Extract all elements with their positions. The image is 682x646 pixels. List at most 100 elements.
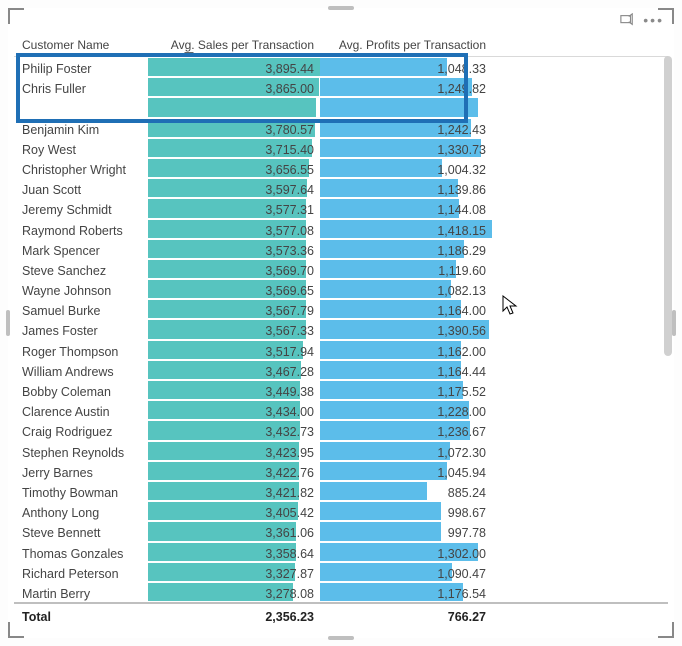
profit-value: 1,162.00 xyxy=(437,345,486,359)
table-row[interactable]: Anthony Long3,405.42998.67 xyxy=(14,501,668,521)
table-row[interactable]: Richard Peterson3,327.871,090.47 xyxy=(14,562,668,582)
cell-customer xyxy=(14,97,148,117)
profit-data-bar xyxy=(320,98,478,116)
table-row[interactable]: Wayne Johnson3,569.651,082.13 xyxy=(14,279,668,299)
table-row[interactable]: Roy West3,715.401,330.73 xyxy=(14,138,668,158)
scrollbar-thumb[interactable] xyxy=(664,56,672,356)
cell-profit: 1,090.47 xyxy=(320,562,492,582)
cell-sales: 3,780.57 xyxy=(148,118,320,138)
profit-data-bar xyxy=(320,58,447,76)
column-header-customer[interactable]: Customer Name xyxy=(14,36,148,54)
cell-profit: 1,418.15 xyxy=(320,219,492,239)
table-row[interactable]: Steve Sanchez3,569.701,119.60 xyxy=(14,259,668,279)
cell-profit: 1,175.52 xyxy=(320,380,492,400)
table-row[interactable]: James Foster3,567.331,390.56 xyxy=(14,319,668,339)
profit-data-bar xyxy=(320,563,452,581)
profit-value: 1,139.86 xyxy=(437,183,486,197)
column-header-sales[interactable]: Avg. Sales per Transaction xyxy=(148,36,320,54)
profit-value: 1,330.73 xyxy=(437,143,486,157)
footer-label: Total xyxy=(14,608,148,626)
table-row[interactable]: Thomas Gonzales3,358.641,302.00 xyxy=(14,542,668,562)
table-row[interactable]: Jerry Barnes3,422.761,045.94 xyxy=(14,461,668,481)
data-table: Customer Name Avg. Sales per Transaction… xyxy=(14,36,668,628)
profit-value: 1,048.33 xyxy=(437,62,486,76)
table-row[interactable] xyxy=(14,97,668,117)
cell-customer: Samuel Burke xyxy=(14,299,148,319)
cell-sales: 3,421.82 xyxy=(148,481,320,501)
cell-sales: 3,577.08 xyxy=(148,219,320,239)
table-row[interactable]: Bobby Coleman3,449.381,175.52 xyxy=(14,380,668,400)
column-header-profit[interactable]: Avg. Profits per Transaction xyxy=(320,36,492,54)
resize-handle-bottom[interactable] xyxy=(328,636,354,640)
sales-value: 3,432.73 xyxy=(265,425,314,439)
table-row[interactable]: William Andrews3,467.281,164.44 xyxy=(14,360,668,380)
cell-customer: James Foster xyxy=(14,319,148,339)
table-row[interactable]: Raymond Roberts3,577.081,418.15 xyxy=(14,219,668,239)
table-row[interactable]: Roger Thompson3,517.941,162.00 xyxy=(14,340,668,360)
table-row[interactable]: Mark Spencer3,573.361,186.29 xyxy=(14,239,668,259)
cell-sales: 3,449.38 xyxy=(148,380,320,400)
table-header-row: Customer Name Avg. Sales per Transaction… xyxy=(14,36,668,57)
cell-sales: 3,423.95 xyxy=(148,441,320,461)
table-row[interactable]: Christopher Wright3,656.551,004.32 xyxy=(14,158,668,178)
table-row[interactable]: Stephen Reynolds3,423.951,072.30 xyxy=(14,441,668,461)
cell-profit: 1,330.73 xyxy=(320,138,492,158)
resize-handle-top[interactable] xyxy=(328,6,354,10)
cell-profit: 1,164.00 xyxy=(320,299,492,319)
sales-value: 3,780.57 xyxy=(265,123,314,137)
profit-value: 998.67 xyxy=(448,506,486,520)
profit-value: 1,418.15 xyxy=(437,224,486,238)
cell-sales: 3,569.70 xyxy=(148,259,320,279)
sales-value: 3,358.64 xyxy=(265,547,314,561)
sales-value: 3,361.06 xyxy=(265,526,314,540)
profit-value: 1,119.60 xyxy=(438,264,486,278)
table-row[interactable]: Philip Foster3,895.441,048.33 xyxy=(14,57,668,77)
resize-handle-tl[interactable] xyxy=(8,8,24,24)
table-row[interactable]: Martin Berry3,278.081,176.54 xyxy=(14,582,668,602)
cell-sales: 3,422.76 xyxy=(148,461,320,481)
profit-value: 1,144.08 xyxy=(437,203,486,217)
cell-profit xyxy=(320,97,492,117)
cell-customer: Mark Spencer xyxy=(14,239,148,259)
table-row[interactable]: Craig Rodriguez3,432.731,236.67 xyxy=(14,420,668,440)
table-row[interactable]: Samuel Burke3,567.791,164.00 xyxy=(14,299,668,319)
cell-profit: 1,144.08 xyxy=(320,198,492,218)
profit-value: 1,302.00 xyxy=(437,547,486,561)
resize-handle-right[interactable] xyxy=(672,310,676,336)
profit-data-bar xyxy=(320,280,451,298)
sales-value: 3,577.08 xyxy=(265,224,314,238)
cell-sales: 3,467.28 xyxy=(148,360,320,380)
profit-data-bar xyxy=(320,462,447,480)
cell-customer: Stephen Reynolds xyxy=(14,441,148,461)
vertical-scrollbar[interactable] xyxy=(664,56,672,602)
table-row[interactable]: Benjamin Kim3,780.571,242.43 xyxy=(14,118,668,138)
cell-customer: Philip Foster xyxy=(14,57,148,77)
cell-profit: 1,390.56 xyxy=(320,319,492,339)
sales-value: 3,278.08 xyxy=(265,587,314,601)
table-row[interactable]: Steve Bennett3,361.06997.78 xyxy=(14,521,668,541)
cell-profit: 1,082.13 xyxy=(320,279,492,299)
cell-customer: Craig Rodriguez xyxy=(14,420,148,440)
table-row[interactable]: Chris Fuller3,865.001,249.82 xyxy=(14,77,668,97)
table-row[interactable]: Clarence Austin3,434.001,228.00 xyxy=(14,400,668,420)
table-row[interactable]: Jeremy Schmidt3,577.311,144.08 xyxy=(14,198,668,218)
more-options-icon[interactable]: ••• xyxy=(643,13,664,27)
sales-value: 3,449.38 xyxy=(265,385,314,399)
cell-customer: Timothy Bowman xyxy=(14,481,148,501)
sales-value: 3,434.00 xyxy=(265,405,314,419)
table-row[interactable]: Timothy Bowman3,421.82885.24 xyxy=(14,481,668,501)
sales-value: 3,865.00 xyxy=(265,82,314,96)
cell-profit: 997.78 xyxy=(320,521,492,541)
profit-data-bar xyxy=(320,260,456,278)
sales-value: 3,656.55 xyxy=(265,163,314,177)
cell-sales: 3,361.06 xyxy=(148,521,320,541)
sales-value: 3,569.70 xyxy=(265,264,314,278)
table-scroll-region[interactable]: Customer Name Avg. Sales per Transaction… xyxy=(14,36,668,632)
focus-mode-icon[interactable] xyxy=(619,12,635,28)
table-body: Philip Foster3,895.441,048.33Chris Fulle… xyxy=(14,57,668,602)
profit-data-bar xyxy=(320,502,441,520)
cell-profit: 1,302.00 xyxy=(320,542,492,562)
table-row[interactable]: Juan Scott3,597.641,139.86 xyxy=(14,178,668,198)
resize-handle-left[interactable] xyxy=(6,310,10,336)
sales-value: 3,569.65 xyxy=(265,284,314,298)
